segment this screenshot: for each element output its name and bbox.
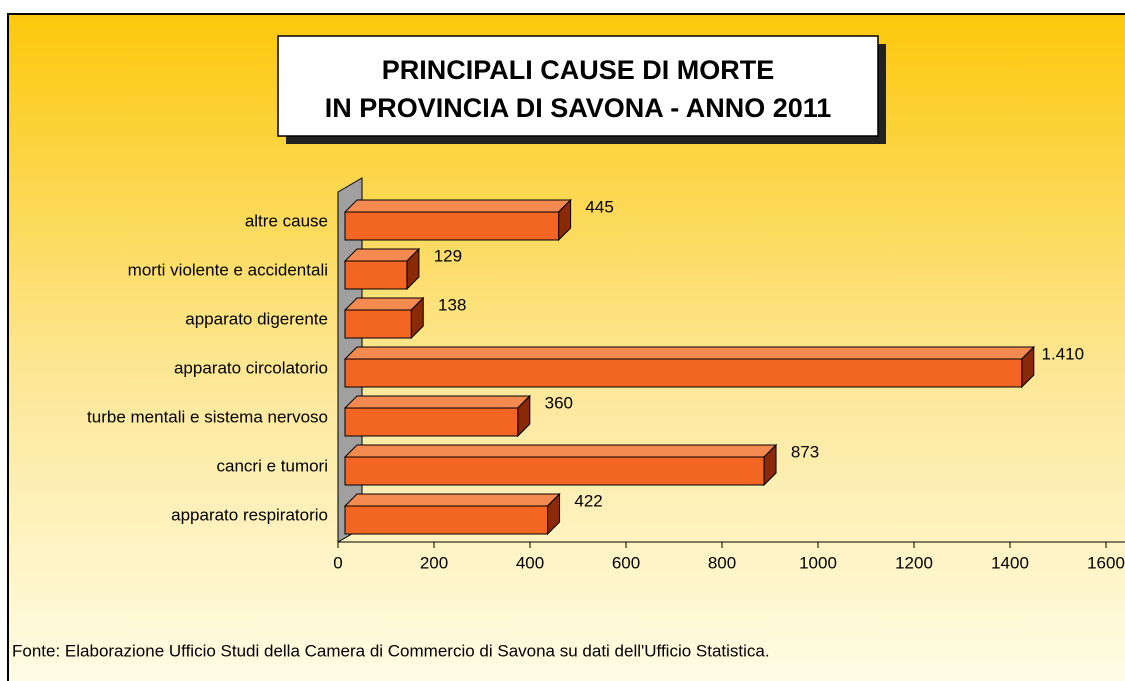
x-tick-label: 1400 (991, 553, 1029, 572)
x-tick-label: 200 (420, 553, 448, 572)
data-label: 360 (545, 393, 573, 412)
x-tick-label: 800 (708, 553, 736, 572)
data-label: 422 (574, 491, 602, 510)
y-tick-label: altre cause (245, 211, 328, 230)
x-tick-label: 400 (516, 553, 544, 572)
bar (343, 443, 778, 487)
source-note: Fonte: Elaborazione Ufficio Studi della … (12, 641, 770, 660)
x-tick-label: 0 (333, 553, 342, 572)
data-label: 138 (438, 295, 466, 314)
data-label: 873 (791, 442, 819, 461)
y-tick-label: morti violente e accidentali (128, 260, 328, 279)
y-tick-label: apparato respiratorio (171, 505, 328, 524)
x-tick-label: 1000 (799, 553, 837, 572)
data-label: 1.410 (1042, 344, 1085, 363)
y-tick-label: cancri e tumori (217, 456, 328, 475)
data-label: 129 (434, 246, 462, 265)
chart-title: IN PROVINCIA DI SAVONA - ANNO 2011 (325, 93, 832, 123)
y-tick-label: apparato circolatorio (174, 358, 328, 377)
x-tick-label: 1600 (1087, 553, 1125, 572)
chart-title: PRINCIPALI CAUSE DI MORTE (382, 55, 775, 85)
y-tick-label: apparato digerente (185, 309, 328, 328)
title-box (277, 35, 879, 137)
data-label: 445 (585, 197, 613, 216)
bar (343, 345, 1036, 389)
x-tick-label: 1200 (895, 553, 933, 572)
bar (343, 394, 532, 438)
bar (343, 247, 421, 291)
bar (343, 492, 561, 536)
bar (343, 296, 425, 340)
y-tick-label: turbe mentali e sistema nervoso (87, 407, 328, 426)
x-tick-label: 600 (612, 553, 640, 572)
bar (343, 198, 572, 242)
